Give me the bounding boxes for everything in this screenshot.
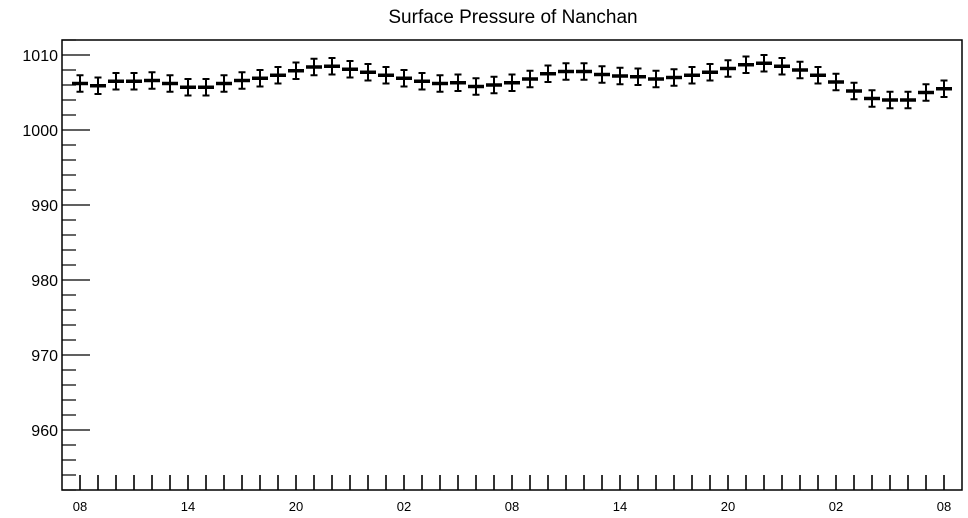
data-point xyxy=(342,60,358,79)
data-point xyxy=(414,72,430,91)
data-point xyxy=(720,59,736,78)
x-tick-label: 14 xyxy=(613,499,627,514)
data-point xyxy=(72,74,88,93)
data-point xyxy=(918,83,934,102)
x-tick-label: 20 xyxy=(721,499,735,514)
y-axis: 960 970 980 990 1000 1010 xyxy=(22,39,90,491)
y-tick-label: 1000 xyxy=(22,123,58,140)
data-point xyxy=(270,66,286,85)
data-point xyxy=(486,75,502,95)
x-tick-label: 08 xyxy=(505,499,519,514)
y-tick-label: 970 xyxy=(31,348,58,365)
data-point xyxy=(684,66,700,85)
y-tick-label: 990 xyxy=(31,198,58,215)
data-point xyxy=(504,73,520,92)
data-point xyxy=(198,78,214,97)
x-tick-label: 02 xyxy=(829,499,843,514)
data-point xyxy=(738,55,754,74)
data-point xyxy=(540,64,556,83)
data-point xyxy=(522,69,538,89)
data-point xyxy=(882,90,898,110)
data-point xyxy=(558,62,574,81)
data-point xyxy=(756,54,772,73)
data-point xyxy=(90,76,106,95)
data-point xyxy=(396,69,412,88)
data-point xyxy=(216,74,232,93)
data-point xyxy=(828,72,844,92)
data-point xyxy=(378,66,394,85)
data-point xyxy=(432,74,448,93)
data-point xyxy=(846,81,862,101)
data-point xyxy=(252,69,268,88)
x-tick-label: 02 xyxy=(397,499,411,514)
data-point xyxy=(648,69,664,89)
y-tick-label: 1010 xyxy=(22,48,58,65)
data-point xyxy=(936,79,952,98)
data-point xyxy=(702,63,718,82)
data-point xyxy=(450,73,466,92)
data-point xyxy=(864,89,880,108)
data-point xyxy=(360,63,376,82)
chart-title: Surface Pressure of Nanchan xyxy=(388,7,637,28)
data-point xyxy=(594,65,610,84)
data-point xyxy=(234,71,250,90)
x-tick-label: 08 xyxy=(73,499,87,514)
x-tick-label: 14 xyxy=(181,499,195,514)
data-point xyxy=(288,61,304,80)
data-point xyxy=(666,68,682,87)
plot-frame xyxy=(61,39,963,491)
y-tick-label: 960 xyxy=(31,423,58,440)
x-tick-label: 08 xyxy=(937,499,951,514)
data-point xyxy=(324,57,340,76)
data-point xyxy=(306,57,322,77)
data-point xyxy=(144,71,160,90)
x-tick-label: 20 xyxy=(289,499,303,514)
data-point xyxy=(180,78,196,97)
data-point xyxy=(900,90,916,110)
y-tick-label: 980 xyxy=(31,273,58,290)
x-axis: 08 14 20 02 08 14 20 02 08 xyxy=(73,475,951,514)
data-point xyxy=(576,62,592,81)
data-point xyxy=(126,72,142,91)
data-point xyxy=(162,74,178,93)
data-point xyxy=(774,57,790,76)
data-point xyxy=(630,67,646,86)
data-series xyxy=(72,54,952,110)
data-point xyxy=(810,66,826,85)
data-point xyxy=(612,66,628,86)
data-point xyxy=(108,72,124,91)
data-point xyxy=(792,60,808,80)
data-point xyxy=(468,77,484,96)
